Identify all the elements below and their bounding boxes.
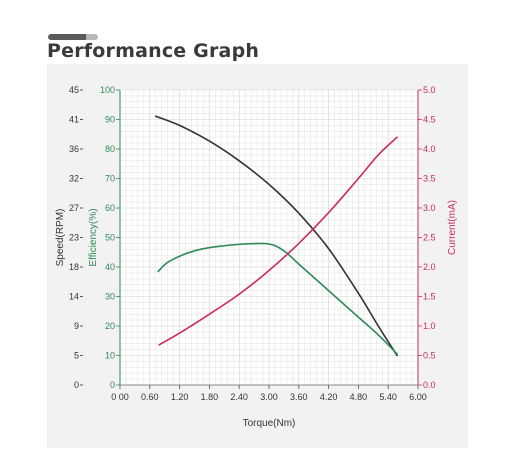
page-title: Performance Graph <box>47 40 260 62</box>
x-tick-label: 3.00 <box>260 392 278 402</box>
current-tick-label: 0.0 <box>423 380 436 390</box>
speed-tick-label: 36 <box>69 144 79 154</box>
efficiency-tick-label: 100 <box>100 85 115 95</box>
x-tick-label: 0 00 <box>111 392 129 402</box>
efficiency-axis-title: Efficiency(%) <box>88 208 99 266</box>
speed-tick-label: 18 <box>69 262 79 272</box>
efficiency-tick-label: 0 <box>110 380 115 390</box>
x-tick-label: 1.20 <box>171 392 189 402</box>
header-accent-bar <box>48 34 98 40</box>
current-tick-label: 4.5 <box>423 115 436 125</box>
efficiency-tick-label: 70 <box>105 174 115 184</box>
speed-tick-label: 32 <box>69 174 79 184</box>
current-tick-label: 4.0 <box>423 144 436 154</box>
x-tick-label: 6.00 <box>409 392 427 402</box>
speed-tick-label: 0 <box>74 380 79 390</box>
x-tick-label: 4.80 <box>350 392 368 402</box>
efficiency-tick-label: 80 <box>105 144 115 154</box>
efficiency-tick-label: 60 <box>105 203 115 213</box>
current-tick-label: 3.0 <box>423 203 436 213</box>
x-tick-label: 0.60 <box>141 392 159 402</box>
efficiency-tick-label: 10 <box>105 351 115 361</box>
x-tick-label: 4.20 <box>320 392 338 402</box>
speed-curve <box>155 115 398 357</box>
speed-axis-title: Speed(RPM) <box>55 209 66 267</box>
current-tick-label: 3.5 <box>423 174 436 184</box>
efficiency-tick-label: 90 <box>105 115 115 125</box>
speed-tick-label: 23 <box>69 233 79 243</box>
speed-tick-label: 9 <box>74 321 79 331</box>
x-tick-label: 5.40 <box>379 392 397 402</box>
speed-tick-label: 45 <box>69 85 79 95</box>
current-tick-label: 1.0 <box>423 321 436 331</box>
chart-labels: Torque(Nm) Speed(RPM) Efficiency(%) Curr… <box>55 200 458 429</box>
x-tick-label: 3.60 <box>290 392 308 402</box>
chart-series <box>155 115 398 357</box>
x-tick-label: 1.80 <box>201 392 219 402</box>
current-tick-label: 1.5 <box>423 292 436 302</box>
current-axis-title: Current(mA) <box>447 200 458 255</box>
speed-tick-label: 14 <box>69 292 79 302</box>
efficiency-tick-label: 30 <box>105 292 115 302</box>
chart-axes: 4541363227231814950100908070605040302010… <box>69 85 436 402</box>
current-tick-label: 5.0 <box>423 85 436 95</box>
x-axis-title: Torque(Nm) <box>243 418 296 429</box>
current-curve <box>158 136 398 346</box>
speed-tick-label: 5 <box>74 351 79 361</box>
current-tick-label: 2.5 <box>423 233 436 243</box>
efficiency-curve <box>157 242 398 355</box>
chart-grid <box>119 89 419 386</box>
current-tick-label: 2.0 <box>423 262 436 272</box>
speed-tick-label: 41 <box>69 115 79 125</box>
current-tick-label: 0.5 <box>423 351 436 361</box>
efficiency-tick-label: 40 <box>105 262 115 272</box>
efficiency-tick-label: 20 <box>105 321 115 331</box>
efficiency-tick-label: 50 <box>105 233 115 243</box>
x-tick-label: 2.40 <box>230 392 248 402</box>
speed-tick-label: 27 <box>69 203 79 213</box>
